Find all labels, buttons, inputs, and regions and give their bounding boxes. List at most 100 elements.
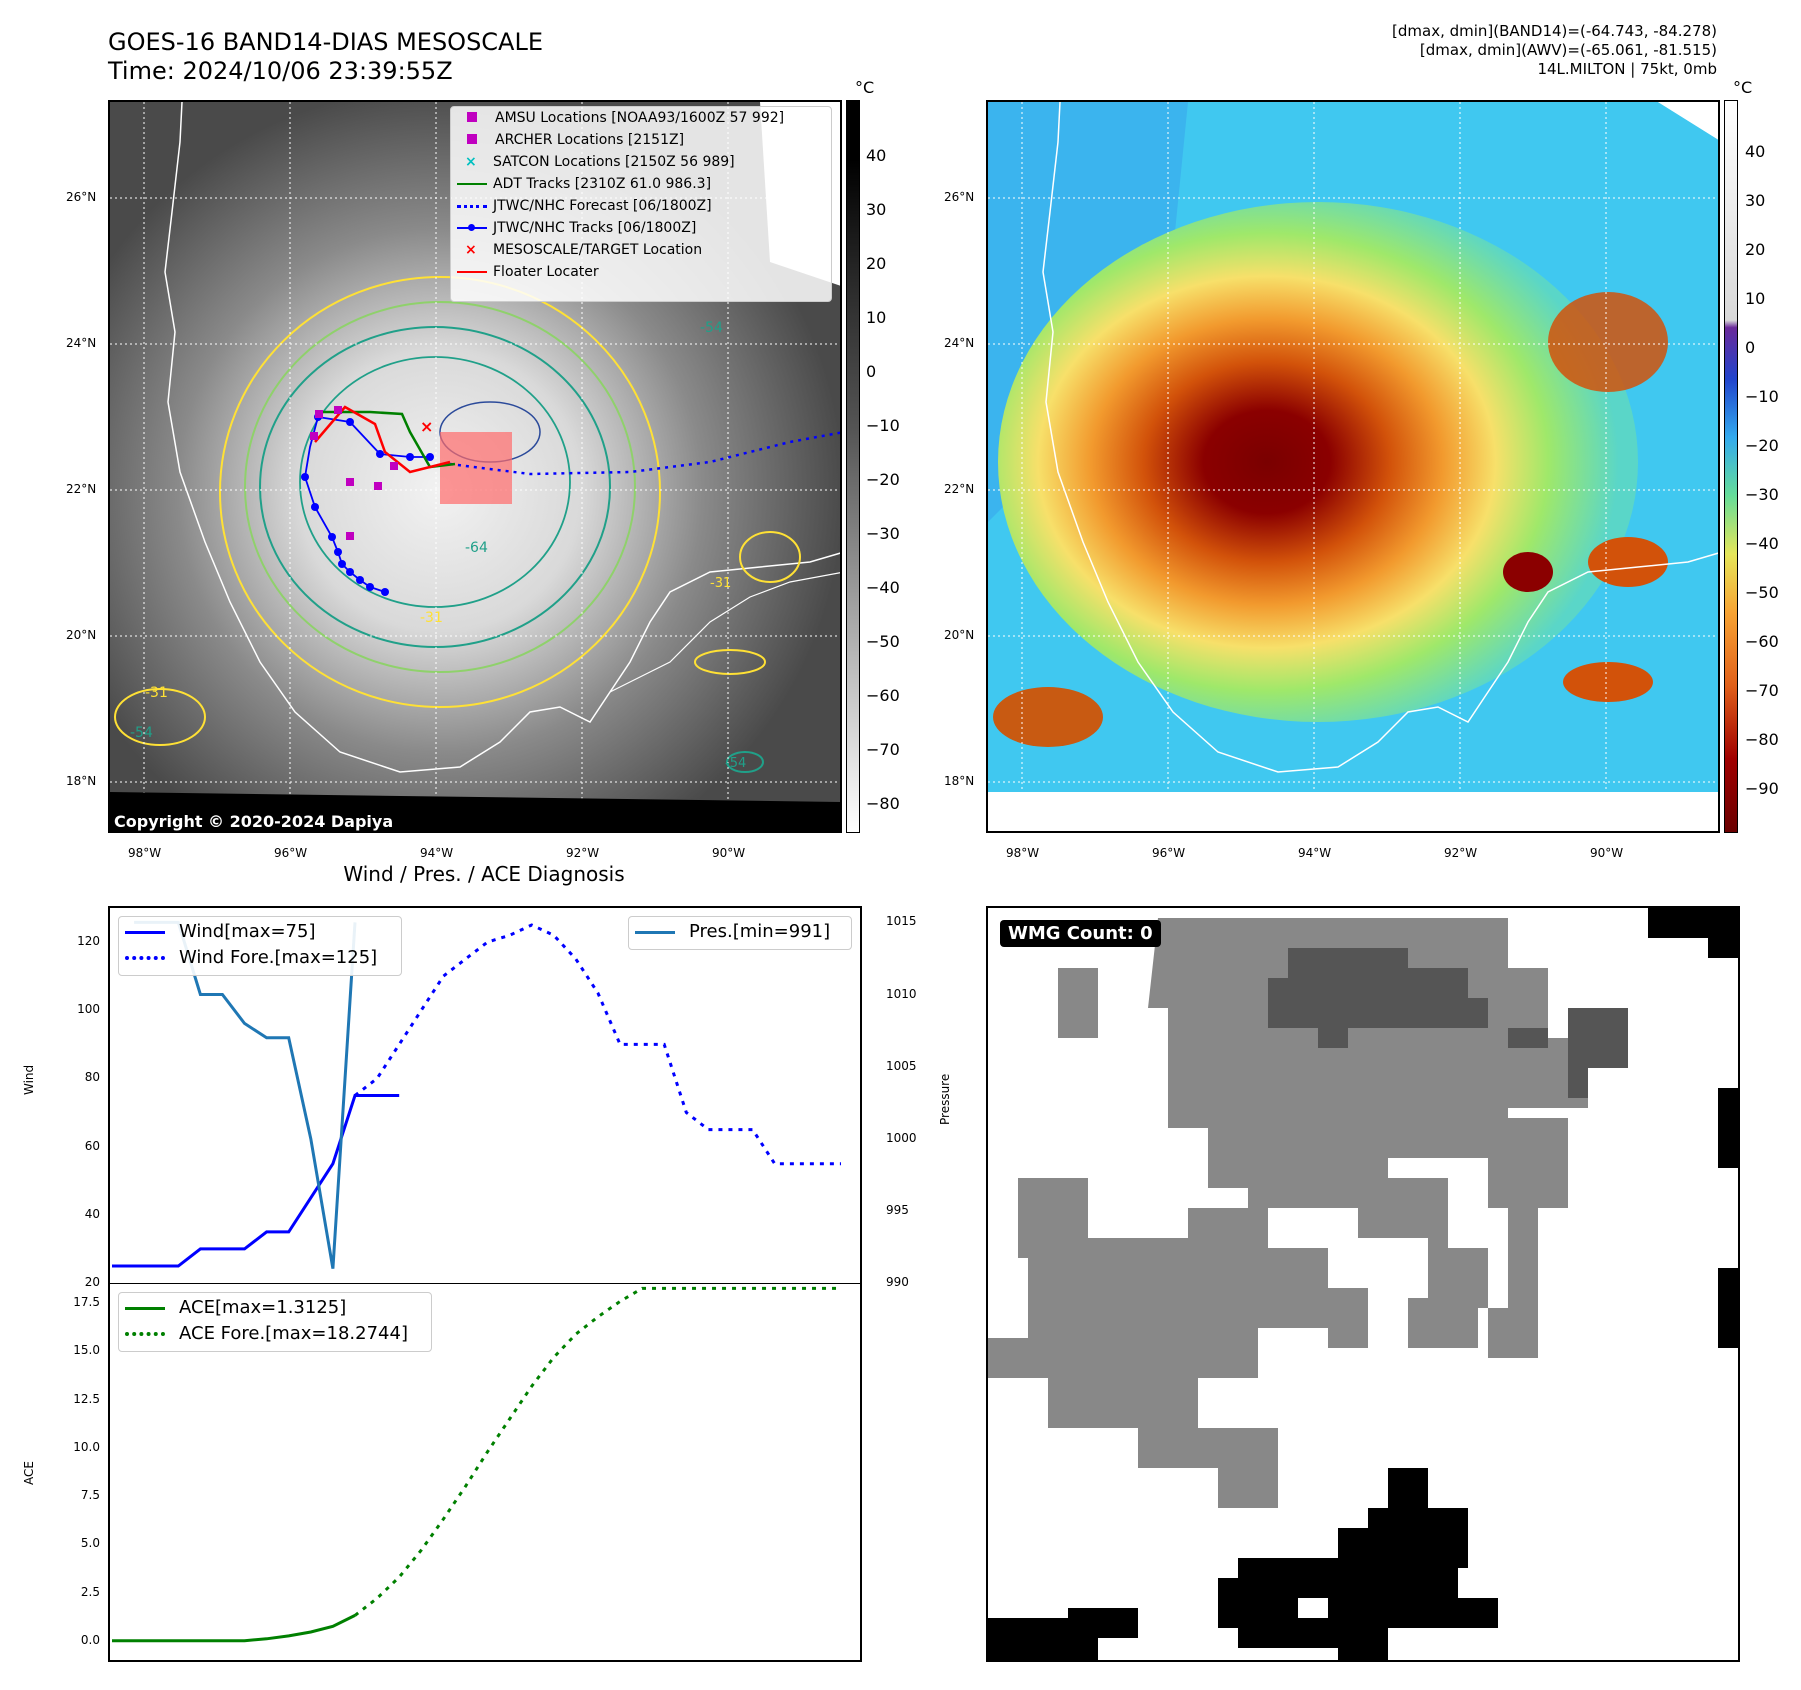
gray-colorbar-tick-label: 0 [866,362,877,381]
ace-axis-tick-label: 7.5 [80,1488,100,1503]
color-colorbar-tick-label: −40 [1745,534,1779,553]
wind-axis-tick-label: 100 [77,1002,100,1017]
pressure-axis-tick-label: 1015 [886,914,917,929]
storm-core [998,202,1638,722]
contour-label-2: -64 [465,540,488,556]
contour-teal [259,326,611,648]
legend-label: JTWC/NHC Forecast [06/1800Z] [493,198,712,214]
contour-small-1 [114,688,206,746]
ace-axis-tick-label: 12.5 [73,1391,100,1406]
wind-axis-tick-label: 20 [84,1275,100,1289]
color-colorbar-tick-label: 10 [1745,289,1766,308]
contour-small-3 [694,649,766,675]
ace-axis-tick-label: 5.0 [80,1536,100,1551]
pressure-legend: Pres.[min=991] [628,916,852,950]
gray-colorbar-tick-label: −70 [866,740,900,759]
wind-pressure-chart: Wind[max=75] Wind Fore.[max=125] Pres.[m… [108,906,862,1284]
lat-label-24: 24°N [66,336,97,350]
legend-marker-line-icon [457,183,487,185]
legend-row-mesoscale: × MESOSCALE/TARGET Location [457,239,702,261]
yucatan-outline [609,572,840,693]
color-colorbar-unit: °C [1733,78,1753,97]
figure-title-line2: Time: 2024/10/06 23:39:55Z [108,57,453,85]
color-colorbar-tick-label: −50 [1745,583,1779,602]
gray-colorbar-tick-label: −60 [866,686,900,705]
contour-label-1: -54 [700,320,723,336]
color-colorbar-tick-label: 0 [1745,338,1756,357]
awv-gridlines [988,102,1718,831]
ace-legend: ACE[max=1.3125] ACE Fore.[max=18.2744] [118,1292,432,1352]
wmg-dark-regions [1268,948,1628,1098]
series-line-ace-max- [112,1614,356,1643]
contour-green [244,301,636,673]
ace-axis-tick-label: 10.0 [73,1439,100,1454]
awv-lon-label-94: 94°W [1298,846,1332,860]
series-line-wind-max- [112,1094,400,1268]
copyright-bar [110,792,840,831]
lat-label-26: 26°N [66,190,97,204]
stats-line3: 14L.MILTON | 75kt, 0mb [1537,60,1717,78]
legend-row-adt: ADT Tracks [2310Z 61.0 986.3] [457,173,711,195]
legend-row-floater: Floater Locater [457,261,599,283]
lon-label-98: 98°W [128,846,162,860]
convective-cell-4 [993,687,1103,747]
awv-map-panel [986,100,1720,833]
ace-axis-tick-label: 17.5 [73,1295,100,1310]
legend-marker-line-icon [457,271,487,273]
gray-colorbar-tick-label: −30 [866,524,900,543]
convective-cell-3 [1503,552,1553,592]
wind-fore-legend-row: Wind Fore.[max=125] [125,945,377,971]
ace-fore-legend-label: ACE Fore.[max=18.2744] [179,1323,408,1344]
ace-axis-label: ACE [22,1461,36,1485]
contour-small-2 [739,531,801,583]
wmg-gray-regions [988,918,1588,1508]
gray-colorbar-tick-label: 30 [866,200,887,219]
color-colorbar-tick-label: 30 [1745,191,1766,210]
wind-axis-tick-label: 60 [84,1138,100,1153]
contour-yellow [219,276,661,708]
legend-label: ARCHER Locations [2151Z] [495,132,685,148]
stats-line2: [dmax, dmin](AWV)=(-65.061, -81.515) [1419,41,1717,59]
diagnosis-title: Wind / Pres. / ACE Diagnosis [343,862,625,886]
copyright-text: Copyright © 2020-2024 Dapiya [114,812,393,831]
pressure-axis-tick-label: 995 [886,1202,909,1217]
convective-cell-5 [1563,662,1653,702]
ace-chart: ACE[max=1.3125] ACE Fore.[max=18.2744] [108,1283,862,1662]
awv-no-data-corner [1658,102,1718,140]
legend-marker-x-icon: × [465,242,477,258]
wind-axis-tick-label: 40 [84,1206,100,1221]
legend-dotted-blue-icon [125,956,165,960]
legend-solid-green-icon [125,1306,165,1310]
legend-label: AMSU Locations [NOAA93/1600Z 57 992] [495,110,785,126]
convective-cell-2 [1588,537,1668,587]
legend-marker-dotted-icon [457,204,487,208]
figure-title-line1: GOES-16 BAND14-DIAS MESOSCALE [108,28,544,56]
awv-lat-label-18: 18°N [944,774,975,788]
color-colorbar [1724,100,1738,833]
contour-label-3: -31 [420,610,443,626]
color-colorbar-tick-label: 40 [1745,142,1766,161]
wind-legend-row: Wind[max=75] [125,919,316,945]
contour-label-5: -54 [130,725,153,741]
legend-row-amsu: AMSU Locations [NOAA93/1600Z 57 992] [457,107,784,129]
awv-lon-label-92: 92°W [1444,846,1478,860]
awv-no-data-bottom [988,792,1718,831]
wind-legend: Wind[max=75] Wind Fore.[max=125] [118,916,402,976]
pressure-axis-tick-label: 1010 [886,986,917,1001]
awv-lat-label-20: 20°N [944,628,975,642]
stats-line1: [dmax, dmin](BAND14)=(-64.743, -84.278) [1392,22,1717,40]
legend-marker-x-icon: × [465,154,477,170]
contour-teal-inner [299,356,571,608]
lon-label-90: 90°W [712,846,746,860]
coastline [164,102,840,773]
contour-label-7: -54 [725,756,746,771]
color-colorbar-tick-label: −20 [1745,436,1779,455]
lat-label-22: 22°N [66,482,97,496]
legend-row-archer: ARCHER Locations [2151Z] [457,129,684,151]
gray-colorbar-tick-label: −20 [866,470,900,489]
wmg-white-holes [1298,1568,1478,1618]
gray-colorbar-tick-label: 10 [866,308,887,327]
color-colorbar-tick-label: −80 [1745,730,1779,749]
legend-marker-square-icon [467,112,477,122]
gray-colorbar-tick-label: −40 [866,578,900,597]
